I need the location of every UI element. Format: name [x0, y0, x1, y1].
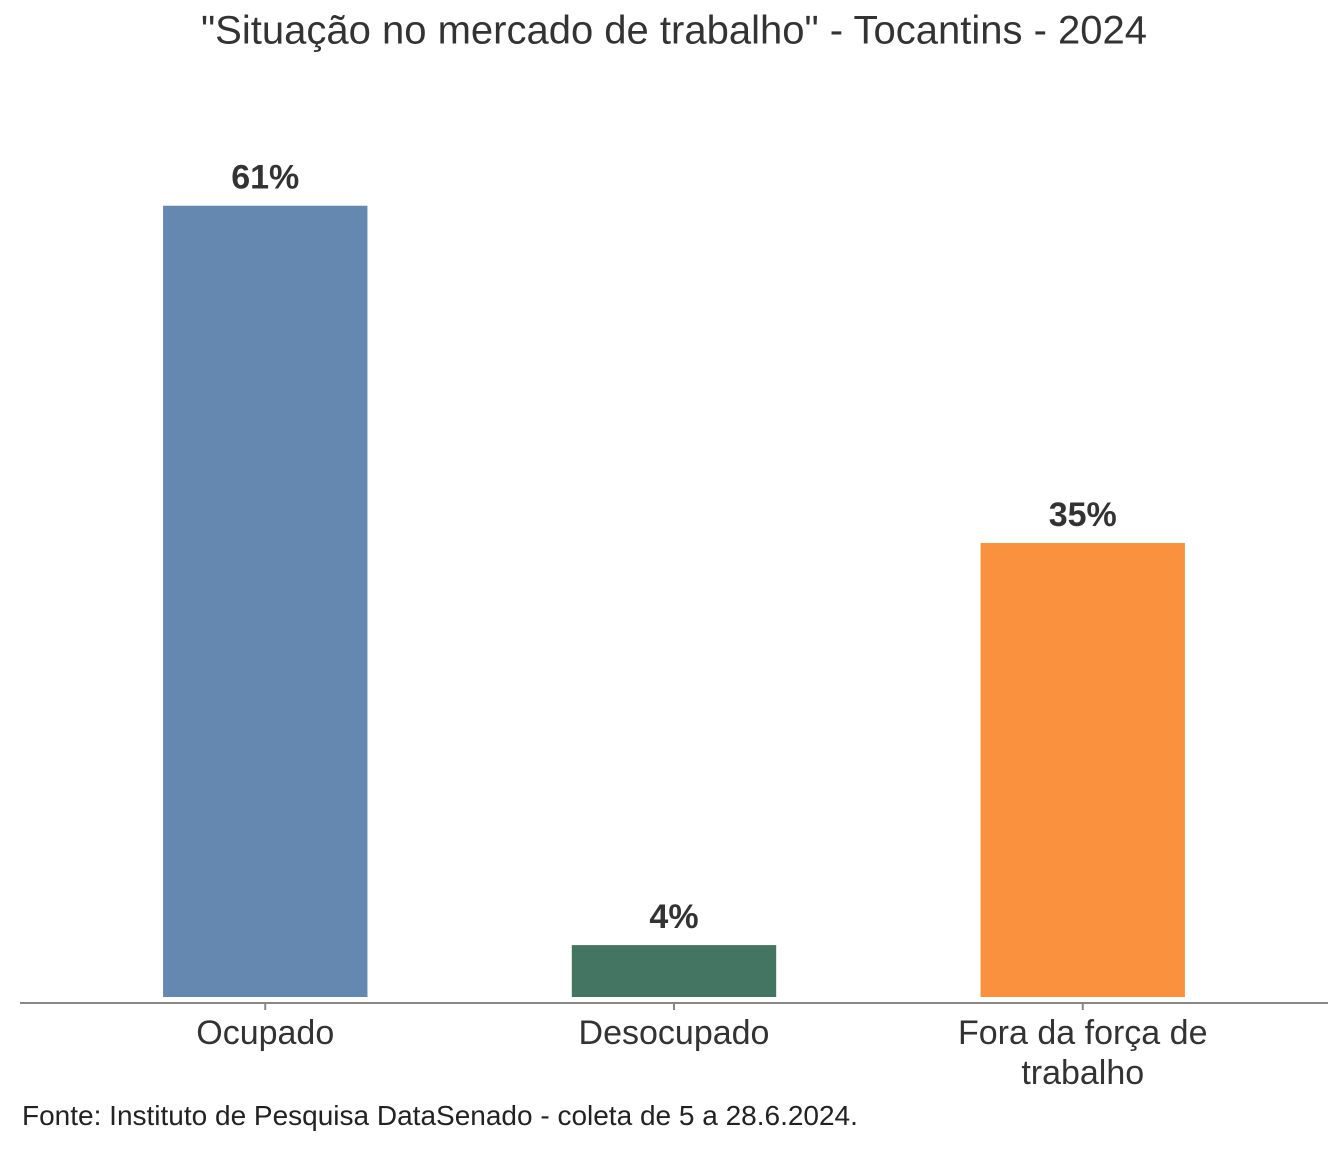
source-note: Fonte: Instituto de Pesquisa DataSenado … — [22, 1100, 858, 1131]
value-label: 4% — [649, 898, 698, 936]
chart-title: "Situação no mercado de trabalho" - Toca… — [201, 9, 1147, 53]
bar — [163, 205, 368, 997]
x-tick-label: Fora da força de trabalho — [958, 1014, 1208, 1092]
bar — [980, 543, 1185, 997]
value-label: 61% — [231, 159, 299, 197]
x-tick-label: Desocupado — [578, 1014, 770, 1052]
bar — [571, 945, 777, 997]
value-label: 35% — [1049, 496, 1117, 534]
x-tick-label: Ocupado — [196, 1014, 335, 1052]
